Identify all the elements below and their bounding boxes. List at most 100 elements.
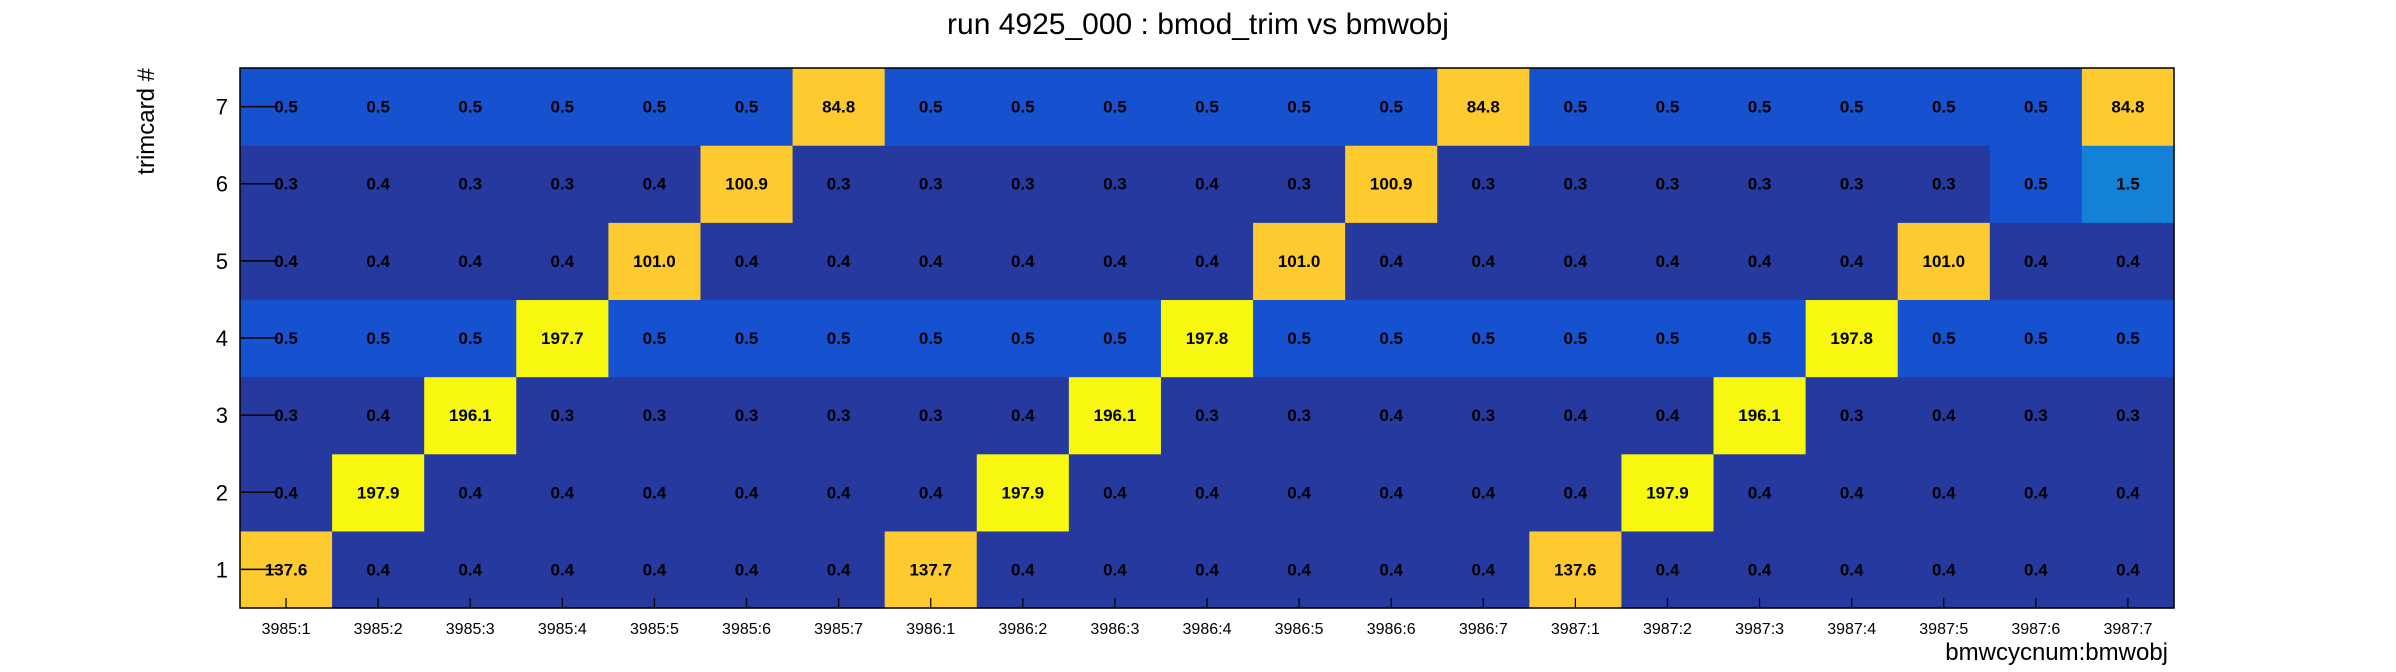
heatmap-cell — [608, 68, 702, 146]
cell-value-label: 0.4 — [2116, 252, 2140, 271]
heatmap-cell — [2081, 530, 2175, 609]
cell-value-label: 0.4 — [1471, 483, 1495, 502]
cell-value-label: 0.5 — [643, 329, 667, 348]
cell-value-label: 0.5 — [1932, 329, 1956, 348]
heatmap-cell — [1068, 222, 1162, 301]
cell-value-label: 0.4 — [1656, 406, 1680, 425]
cell-value-label: 0.4 — [643, 560, 667, 579]
heatmap-cell — [792, 453, 886, 532]
x-tick-label: 3985:3 — [446, 621, 495, 638]
heatmap-cell — [1529, 68, 1623, 146]
heatmap-cell — [1621, 376, 1715, 455]
heatmap-cell — [792, 222, 886, 301]
cell-value-label: 0.3 — [1011, 175, 1035, 194]
cell-value-label: 0.3 — [2024, 406, 2048, 425]
cell-value-label: 0.5 — [919, 329, 943, 348]
heatmap-cell — [792, 530, 886, 609]
cell-value-label: 0.4 — [1011, 252, 1035, 271]
heatmap-cell — [976, 299, 1070, 378]
heatmap-cell — [2081, 376, 2175, 455]
cell-value-label: 0.4 — [1748, 483, 1772, 502]
heatmap-cell — [1805, 145, 1899, 223]
heatmap-cell — [1805, 530, 1899, 609]
heatmap-cell — [1805, 453, 1899, 532]
cell-value-label: 0.3 — [1840, 406, 1864, 425]
cell-value-label: 0.4 — [1840, 252, 1864, 271]
cell-value-label: 197.8 — [1830, 329, 1873, 348]
heatmap-cell — [424, 68, 517, 146]
cell-value-label: 0.4 — [1379, 483, 1403, 502]
heatmap-cell — [424, 145, 517, 223]
cell-value-label: 0.3 — [551, 175, 575, 194]
cell-value-label: 0.5 — [1287, 329, 1311, 348]
heatmap-cell — [1805, 299, 1899, 378]
heatmap-cell — [700, 299, 794, 378]
heatmap-cells — [240, 68, 2175, 609]
heatmap-cell — [1068, 453, 1162, 532]
x-tick-label: 3986:1 — [906, 621, 955, 638]
cell-value-label: 196.1 — [1094, 406, 1137, 425]
heatmap-cell — [1253, 222, 1346, 301]
cell-value-label: 0.3 — [827, 406, 851, 425]
cell-value-label: 0.4 — [366, 406, 390, 425]
cell-value-label: 0.4 — [366, 175, 390, 194]
heatmap-cell — [1345, 453, 1438, 532]
cell-value-label: 0.5 — [1011, 98, 1035, 117]
cell-value-label: 0.3 — [919, 175, 943, 194]
heatmap-cell — [516, 68, 609, 146]
cell-value-label: 196.1 — [449, 406, 492, 425]
heatmap-cell — [976, 68, 1070, 146]
y-tick-label: 4 — [216, 326, 228, 351]
cell-value-label: 0.5 — [1564, 98, 1588, 117]
cell-value-label: 0.5 — [1011, 329, 1035, 348]
heatmap-cell — [424, 453, 517, 532]
heatmap-cell — [1621, 453, 1715, 532]
cell-value-label: 0.4 — [1656, 252, 1680, 271]
cell-value-label: 0.4 — [1379, 252, 1403, 271]
heatmap-cell — [1529, 145, 1623, 223]
heatmap-cell — [1437, 222, 1530, 301]
heatmap-cell — [1529, 530, 1623, 609]
cell-value-label: 0.4 — [551, 560, 575, 579]
cell-value-label: 0.5 — [2024, 98, 2048, 117]
y-tick-labels: 1 2 3 4 5 6 7 — [216, 95, 228, 583]
x-tick-label: 3986:6 — [1367, 621, 1416, 638]
cell-value-label: 0.5 — [366, 98, 390, 117]
heatmap-cell — [1989, 222, 2083, 301]
heatmap-cell — [608, 222, 702, 301]
cell-value-label: 0.4 — [1471, 252, 1495, 271]
heatmap-cell — [1529, 299, 1623, 378]
heatmap-cell — [884, 453, 978, 532]
heatmap-cell — [332, 453, 425, 532]
heatmap-cell — [884, 530, 978, 609]
cell-value-label: 0.4 — [735, 560, 759, 579]
heatmap-cell — [700, 530, 794, 609]
heatmap-cell — [700, 68, 794, 146]
heatmap-cell — [1160, 68, 1254, 146]
x-axis-label: bmwcycnum:bmwobj — [1945, 639, 2168, 666]
cell-value-label: 0.4 — [1564, 406, 1588, 425]
cell-value-label: 101.0 — [1278, 252, 1321, 271]
cell-value-label: 0.5 — [2024, 329, 2048, 348]
cell-value-label: 0.4 — [1195, 560, 1219, 579]
cell-value-label: 0.4 — [2024, 483, 2048, 502]
cell-value-label: 0.4 — [827, 252, 851, 271]
cell-value-label: 0.4 — [274, 483, 298, 502]
heatmap-cell — [1897, 530, 1991, 609]
cell-value-label: 197.9 — [1646, 483, 1689, 502]
heatmap-cell — [700, 453, 794, 532]
x-tick-label: 3985:1 — [262, 621, 311, 638]
cell-value-label: 0.4 — [919, 252, 943, 271]
heatmap-cell — [2081, 68, 2175, 146]
cell-value-label: 0.3 — [1471, 406, 1495, 425]
cell-value-label: 0.5 — [1471, 329, 1495, 348]
y-tick-label: 3 — [216, 403, 228, 428]
heatmap-cell — [1160, 222, 1254, 301]
heatmap-cell — [1253, 376, 1346, 455]
heatmap-cell — [1713, 299, 1807, 378]
cell-value-label: 0.3 — [274, 175, 298, 194]
heatmap-cell — [976, 453, 1070, 532]
cell-value-label: 0.3 — [1103, 175, 1127, 194]
cell-value-label: 0.4 — [1103, 252, 1127, 271]
cell-value-label: 84.8 — [2111, 98, 2144, 117]
